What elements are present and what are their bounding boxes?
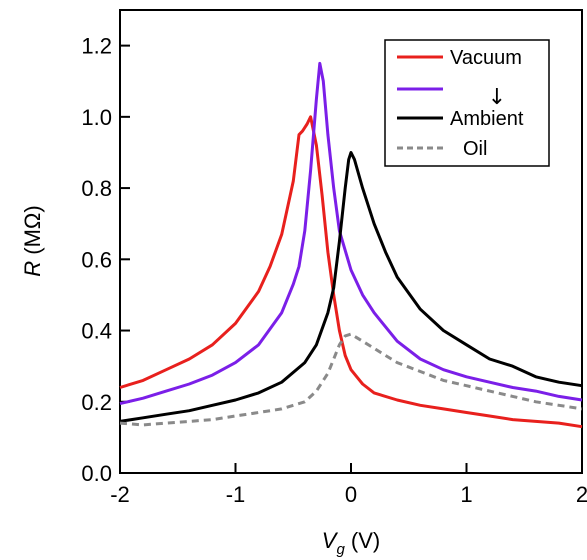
- y-axis-symbol: R: [20, 261, 45, 277]
- series-line-0: [119, 115, 583, 429]
- x-tick-label: -1: [226, 482, 246, 507]
- series-line-3: [119, 332, 583, 427]
- series-line-2: [119, 151, 583, 423]
- x-axis-unit: (V): [345, 528, 380, 553]
- legend: Vacuum ↓ Ambient Oil: [384, 39, 550, 167]
- legend-arrow-icon: ↓: [488, 85, 506, 110]
- y-tick-label: 1.0: [81, 105, 112, 130]
- x-tick-label: 2: [576, 482, 587, 507]
- x-tick-label: 0: [345, 482, 357, 507]
- x-axis-symbol: V: [322, 528, 339, 553]
- legend-label-vacuum: Vacuum: [450, 47, 522, 69]
- legend-label-ambient: Ambient: [450, 108, 524, 130]
- x-axis-label: Vg (V): [322, 528, 380, 558]
- y-axis-unit: (MΩ): [20, 205, 45, 261]
- series-layer: [119, 61, 583, 429]
- x-tick-label: -2: [110, 482, 130, 507]
- y-tick-label: 0.4: [81, 319, 112, 344]
- x-axis-subscript: g: [336, 541, 345, 558]
- y-tick-label: 0.8: [81, 176, 112, 201]
- legend-label-oil: Oil: [463, 138, 487, 160]
- y-axis-label: R (MΩ): [20, 205, 45, 276]
- y-tick-label: 1.2: [81, 34, 112, 59]
- y-tick-label: 0.2: [81, 390, 112, 415]
- y-tick-label: 0.6: [81, 247, 112, 272]
- legend-box: [384, 39, 550, 167]
- series-line-1: [119, 61, 583, 406]
- axis-ticks: -2 -1 0 1 2 0.0 0.2 0.4 0.6 0.8 1.0 1.2: [81, 34, 587, 507]
- x-tick-label: 1: [460, 482, 472, 507]
- y-tick-label: 0.0: [81, 461, 112, 486]
